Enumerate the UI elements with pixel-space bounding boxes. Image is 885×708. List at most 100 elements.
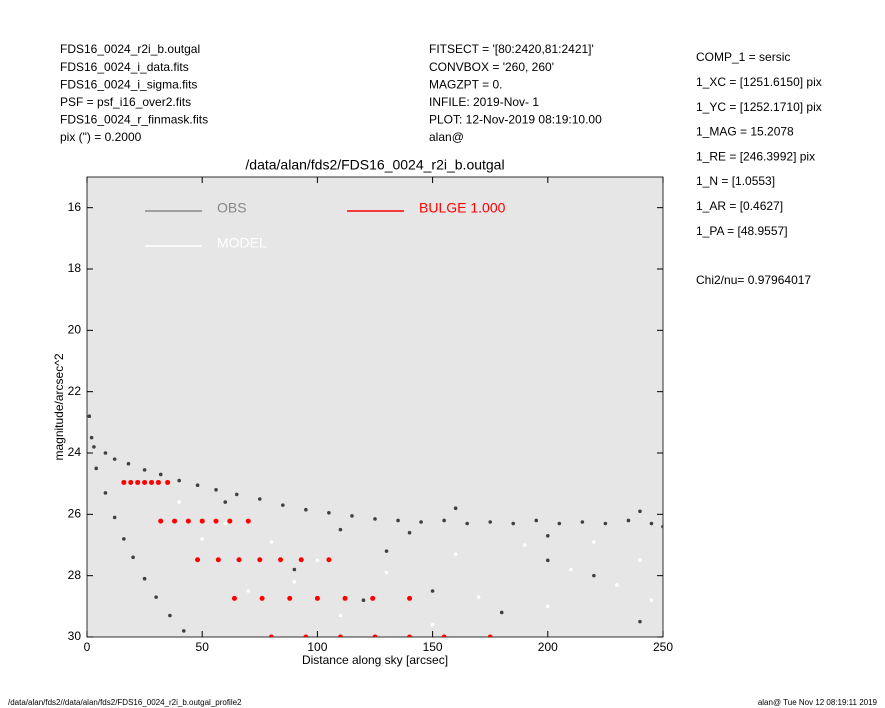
header-left-line: FDS16_0024_r_finmask.fits [60, 113, 208, 127]
point [361, 598, 366, 602]
header-left-line: FDS16_0024_r2i_b.outgal [60, 42, 200, 56]
point [257, 557, 263, 563]
point [441, 634, 447, 637]
point [338, 527, 343, 532]
point [546, 534, 550, 538]
point [236, 557, 242, 563]
point [396, 518, 400, 523]
point [661, 524, 663, 529]
point [142, 479, 148, 485]
plot-background [86, 176, 664, 638]
x-tick-label: 200 [538, 640, 558, 654]
point [638, 509, 642, 514]
header-left-line: FDS16_0024_i_data.fits [60, 60, 189, 74]
header-right-line: 1_PA = [48.9557] [696, 224, 788, 238]
point [200, 537, 204, 541]
point [442, 518, 446, 523]
y-axis-label: magnitude/arcsec^2 [52, 353, 66, 460]
x-tick-label: 0 [84, 640, 91, 654]
point [522, 543, 527, 547]
point [215, 557, 221, 563]
point [199, 518, 205, 524]
header-left-line: pix (") = 0.2000 [60, 130, 142, 144]
point [511, 521, 516, 526]
point [281, 503, 285, 507]
point [158, 518, 164, 524]
point [603, 521, 608, 526]
point [165, 479, 171, 485]
point [626, 518, 631, 523]
point [430, 589, 435, 593]
point [177, 500, 181, 504]
point [195, 557, 201, 563]
point [234, 492, 239, 497]
point [214, 488, 218, 492]
point [534, 518, 539, 523]
point [122, 537, 126, 541]
point [488, 520, 493, 524]
point [338, 613, 343, 618]
chart-title: /data/alan/fds2/FDS16_0024_r2i_b.outgal [245, 157, 504, 173]
point [246, 589, 251, 593]
point [342, 595, 348, 601]
header-middle-line: CONVBOX = '260, 260' [429, 60, 554, 74]
point [231, 595, 237, 601]
header-left-line: FDS16_0024_i_sigma.fits [60, 77, 197, 91]
point [649, 521, 654, 526]
point [384, 549, 389, 553]
point [592, 540, 596, 544]
point [287, 595, 293, 601]
points [87, 414, 663, 637]
point [638, 619, 642, 624]
point [278, 557, 284, 563]
point [121, 479, 127, 485]
point [499, 610, 504, 615]
point [126, 461, 131, 466]
footer-left: /data/alan/fds2//data/alan/fds2/FDS16_00… [8, 698, 242, 707]
point [227, 518, 233, 524]
point [638, 558, 642, 563]
point [103, 491, 108, 495]
point [112, 515, 117, 520]
y-tick-label: 20 [68, 323, 82, 337]
point [298, 557, 304, 563]
y-tick-label: 30 [68, 629, 82, 643]
point [592, 573, 596, 578]
point [292, 567, 297, 572]
point [181, 629, 186, 633]
y-tick-label: 26 [68, 507, 82, 521]
point [372, 634, 378, 637]
point [407, 595, 413, 601]
point [87, 414, 92, 419]
header-right-line: COMP_1 = sersic [696, 50, 790, 64]
point [195, 483, 200, 488]
y-tick-label: 22 [68, 384, 82, 398]
header-right-line: 1_XC = [1251.6150] pix [696, 75, 822, 89]
point [258, 497, 262, 501]
point [128, 479, 134, 485]
point [569, 567, 573, 572]
point [546, 604, 550, 609]
point [546, 558, 550, 563]
point [213, 518, 219, 524]
point [154, 595, 158, 599]
point [557, 521, 562, 526]
point [112, 457, 117, 461]
point [158, 472, 163, 477]
point [131, 555, 135, 560]
point [103, 451, 108, 455]
point [419, 520, 423, 524]
y-tick-label: 16 [68, 200, 82, 214]
point [384, 570, 389, 575]
point [370, 595, 376, 601]
point [453, 506, 458, 511]
point [149, 479, 155, 485]
header-right-line: 1_RE = [246.3992] pix [696, 149, 815, 163]
legend-label: OBS [217, 200, 247, 216]
point [223, 521, 228, 526]
header-right-line: 1_MAG = 15.2078 [696, 125, 794, 139]
point [185, 518, 191, 524]
x-tick-label: 150 [423, 640, 443, 654]
point [172, 518, 178, 524]
